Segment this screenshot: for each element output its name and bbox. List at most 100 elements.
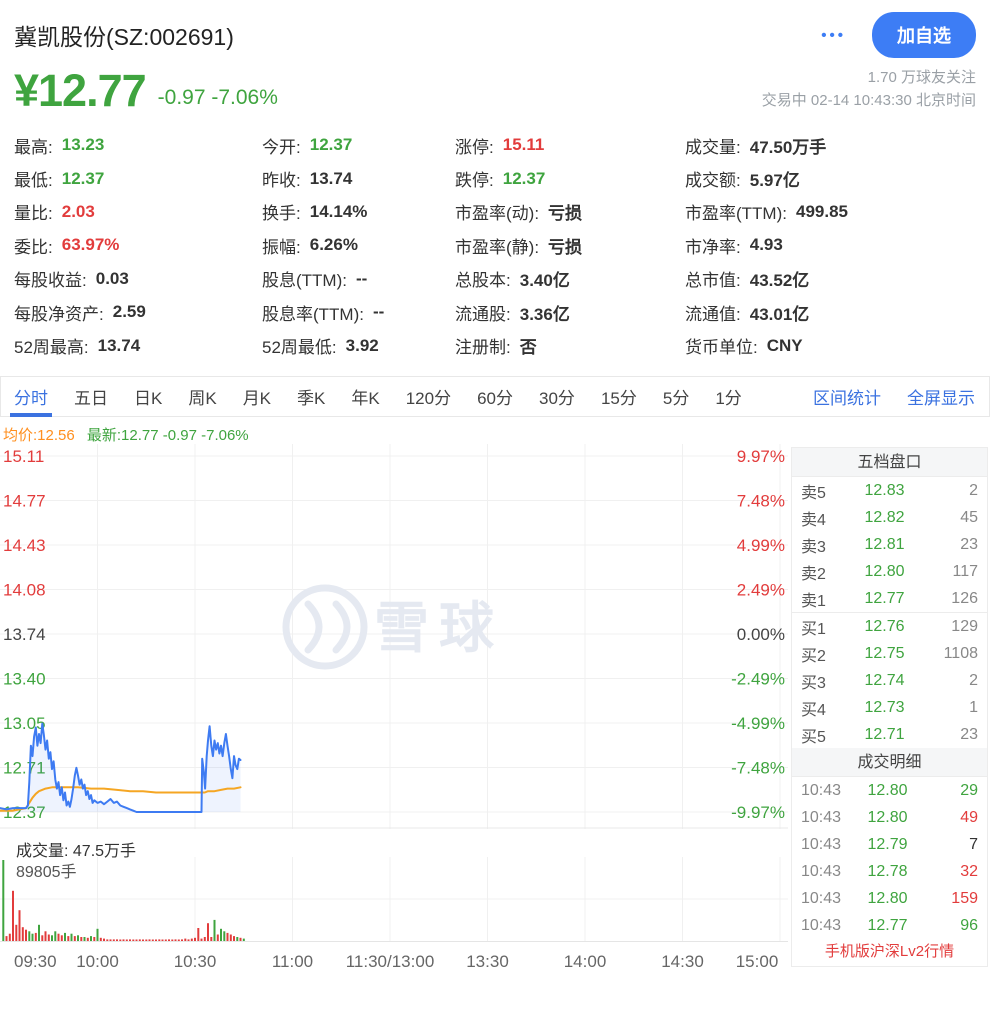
stat-item: 流通值: 43.01亿 xyxy=(685,295,990,328)
stat-label: 注册制: xyxy=(455,338,511,358)
stat-label: 最低: xyxy=(14,171,53,191)
range-stats-link[interactable]: 区间统计 xyxy=(813,389,881,409)
time-axis-label: 14:30 xyxy=(661,952,704,972)
stat-value: 6.26% xyxy=(309,235,358,255)
trade-row: 10:43 12.80 159 xyxy=(792,885,987,912)
trade-qty: 49 xyxy=(960,808,978,826)
order-book-side: 买4 xyxy=(801,701,826,719)
trade-price: 12.78 xyxy=(867,862,908,880)
svg-text:7.48%: 7.48% xyxy=(737,492,785,511)
lv2-quotes-link[interactable]: 手机版沪深Lv2行情 xyxy=(824,943,955,961)
more-options-icon[interactable]: ••• xyxy=(821,26,846,44)
price-change: -0.97 -7.06% xyxy=(157,85,278,109)
add-watchlist-button[interactable]: 加自选 xyxy=(872,12,976,58)
order-book-title: 五档盘口 xyxy=(792,448,987,478)
time-axis-label: 10:30 xyxy=(173,952,217,972)
trade-price: 12.80 xyxy=(867,781,908,799)
tab-5分[interactable]: 5分 xyxy=(662,389,690,409)
svg-text:4.99%: 4.99% xyxy=(737,536,785,555)
volume-max-label: 89805手 xyxy=(16,864,77,882)
order-book-row: 买5 12.71 23 xyxy=(792,721,987,748)
stat-value: 47.50万手 xyxy=(749,137,827,157)
stat-label: 换手: xyxy=(262,204,301,224)
trade-detail-title: 成交明细 xyxy=(792,748,987,778)
order-book-qty: 1 xyxy=(969,698,978,716)
trade-price: 12.80 xyxy=(867,808,908,826)
order-book-price: 12.80 xyxy=(864,562,905,580)
volume-caption: 成交量: 47.5万手 xyxy=(16,843,137,861)
chart-section: 雪球 15.11 14.77 14.43 14.08 13.74 13.40 13.05 12.… xyxy=(0,444,990,996)
order-book-price: 12.82 xyxy=(864,508,905,526)
order-book-panel: 五档盘口 卖5 12.83 2 卖4 12.82 45 卖3 12.81 23 卖2 12.80 11… xyxy=(791,447,988,968)
order-book-row: 卖5 12.83 2 xyxy=(792,477,987,504)
stat-value: 否 xyxy=(519,338,537,358)
order-book-side: 卖5 xyxy=(801,484,826,502)
order-book-qty: 129 xyxy=(951,617,978,635)
stat-label: 52周最低: xyxy=(262,338,337,358)
stat-value: 14.14% xyxy=(309,201,368,221)
time-axis-label: 14:00 xyxy=(563,952,607,972)
time-axis: 09:30 10:00 10:30 11:00 11:30/13:00 13:30 14:0… xyxy=(0,949,788,975)
stat-label: 昨收: xyxy=(262,171,301,191)
page-title: 冀凯股份(SZ:002691) xyxy=(14,24,234,50)
tab-五日[interactable]: 五日 xyxy=(74,389,108,409)
tab-120分[interactable]: 120分 xyxy=(405,389,452,409)
tab-日K[interactable]: 日K xyxy=(134,389,163,409)
order-book-side: 卖2 xyxy=(801,565,826,583)
svg-text:14.43: 14.43 xyxy=(3,536,46,555)
stat-label: 市盈率(动): xyxy=(455,204,540,224)
order-book-buys: 买1 12.76 129 买2 12.75 1108 买3 12.74 2 买4 12.73 1 买5 1… xyxy=(792,612,987,748)
stat-item: 52周最高: 13.74 xyxy=(14,329,262,362)
stat-item: 注册制: 否 xyxy=(455,329,685,362)
stat-item: 股息率(TTM): -- xyxy=(262,295,455,328)
tab-年K[interactable]: 年K xyxy=(351,389,380,409)
stat-item: 市净率: 4.93 xyxy=(685,229,990,262)
time-axis-label: 09:30 xyxy=(14,952,57,972)
trade-qty: 96 xyxy=(960,916,978,934)
tab-分时[interactable]: 分时 xyxy=(1,377,61,418)
tab-周K[interactable]: 周K xyxy=(188,389,217,409)
stat-value: 亏损 xyxy=(548,237,583,257)
order-book-row: 买4 12.73 1 xyxy=(792,694,987,721)
svg-text:-2.49%: -2.49% xyxy=(731,670,785,689)
time-axis-label: 10:00 xyxy=(76,952,119,972)
order-book-qty: 2 xyxy=(969,481,978,499)
chart-legend: 均价:12.56 最新:12.77 -0.97 -7.06% xyxy=(0,417,990,444)
stat-item: 量比: 2.03 xyxy=(14,195,262,228)
stat-value: 13.74 xyxy=(309,168,353,188)
stat-item: 换手: 14.14% xyxy=(262,195,455,228)
tab-季K[interactable]: 季K xyxy=(297,389,326,409)
stat-label: 今开: xyxy=(262,137,301,157)
fullscreen-link[interactable]: 全屏显示 xyxy=(907,389,975,409)
stat-value: 63.97% xyxy=(61,235,120,255)
order-book-row: 卖1 12.77 126 xyxy=(792,585,987,612)
stat-item: 最低: 12.37 xyxy=(14,162,262,195)
tab-60分[interactable]: 60分 xyxy=(477,389,514,409)
stat-item: 市盈率(TTM): 499.85 xyxy=(685,195,990,228)
tab-15分[interactable]: 15分 xyxy=(600,389,637,409)
trade-qty: 32 xyxy=(960,862,978,880)
timeshare-price-chart[interactable]: 雪球 15.11 14.77 14.43 14.08 13.74 13.40 13.05 12.… xyxy=(0,444,788,830)
volume-bar-chart[interactable] xyxy=(0,857,788,943)
stat-value: 15.11 xyxy=(502,135,545,155)
svg-text:-7.48%: -7.48% xyxy=(731,759,785,778)
stat-item: 涨停: 15.11 xyxy=(455,129,685,162)
stat-label: 股息(TTM): xyxy=(262,271,347,291)
stat-item: 总市值: 43.52亿 xyxy=(685,262,990,295)
svg-text:13.74: 13.74 xyxy=(3,625,46,644)
order-book-price: 12.75 xyxy=(864,644,905,662)
stat-value: 499.85 xyxy=(795,201,848,221)
trade-time: 10:43 xyxy=(801,889,842,907)
stat-item: 股息(TTM): -- xyxy=(262,262,455,295)
stats-column-3: 涨停: 15.11 跌停: 12.37 市盈率(动): 亏损 市盈率(静): 亏损 总股本: 3.… xyxy=(455,129,685,363)
stat-item: 每股收益: 0.03 xyxy=(14,262,262,295)
stat-label: 市盈率(TTM): xyxy=(685,204,787,224)
tab-30分[interactable]: 30分 xyxy=(539,389,575,409)
tab-1分[interactable]: 1分 xyxy=(715,389,742,409)
order-book-price: 12.74 xyxy=(864,671,905,689)
stat-item: 每股净资产: 2.59 xyxy=(14,295,262,328)
tab-月K[interactable]: 月K xyxy=(242,389,272,409)
trade-qty: 29 xyxy=(960,781,978,799)
stat-label: 最高: xyxy=(14,137,53,157)
stat-item: 市盈率(动): 亏损 xyxy=(455,195,685,228)
